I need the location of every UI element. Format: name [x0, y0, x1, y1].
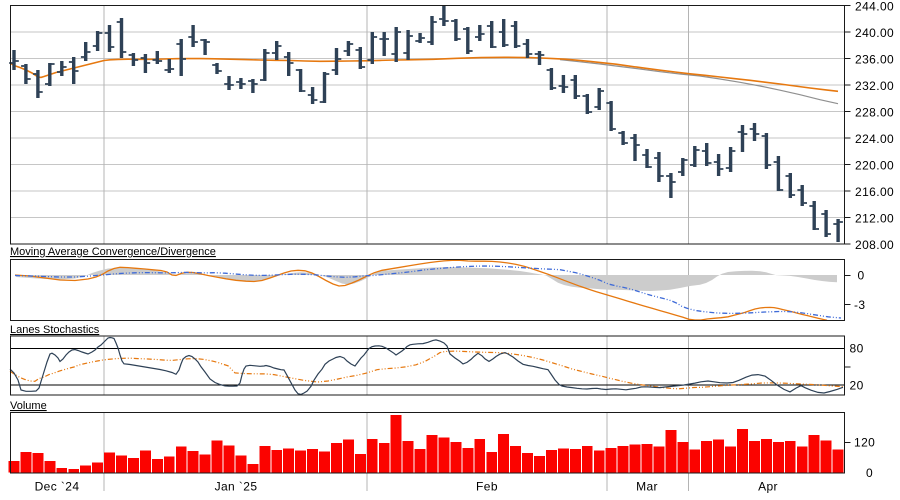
svg-text:Feb: Feb — [476, 480, 498, 494]
svg-text:Apr: Apr — [758, 480, 778, 494]
svg-text:80: 80 — [850, 342, 864, 356]
svg-text:216.00: 216.00 — [855, 185, 894, 199]
svg-text:Lanes Stochastics: Lanes Stochastics — [10, 324, 100, 336]
svg-text:236.00: 236.00 — [855, 53, 894, 67]
svg-text:Moving Average Convergence/Div: Moving Average Convergence/Divergence — [10, 246, 216, 258]
svg-text:232.00: 232.00 — [855, 79, 894, 93]
svg-text:Dec `24: Dec `24 — [35, 480, 80, 494]
svg-text:Jan `25: Jan `25 — [215, 480, 258, 494]
svg-text:228.00: 228.00 — [855, 106, 894, 120]
svg-text:0: 0 — [858, 269, 865, 283]
svg-text:Volume: Volume — [10, 400, 47, 412]
svg-text:220.00: 220.00 — [855, 159, 894, 173]
svg-text:20: 20 — [850, 378, 864, 392]
svg-text:Mar: Mar — [636, 480, 658, 494]
svg-text:120: 120 — [854, 436, 875, 450]
svg-text:-3: -3 — [854, 298, 865, 312]
svg-text:212.00: 212.00 — [855, 212, 894, 226]
svg-text:0: 0 — [866, 466, 873, 480]
svg-text:208.00: 208.00 — [855, 238, 894, 252]
svg-text:224.00: 224.00 — [855, 132, 894, 146]
svg-text:240.00: 240.00 — [855, 26, 894, 40]
svg-text:244.00: 244.00 — [855, 0, 894, 14]
